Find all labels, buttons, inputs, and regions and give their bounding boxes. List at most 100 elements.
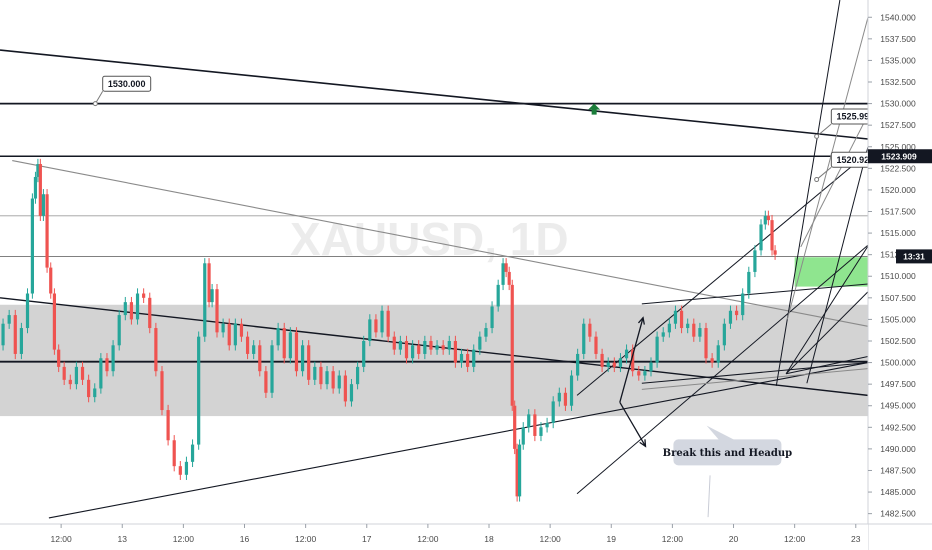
price-tick-label: 1510.000 [880, 271, 916, 281]
candle-body [355, 366, 360, 385]
callout-1530-box[interactable] [102, 75, 152, 92]
candle-body [57, 349, 61, 367]
candle-body [704, 328, 708, 359]
up-arrow-shaft[interactable] [619, 317, 644, 403]
candle-body [770, 220, 774, 251]
channel-lower-trendline[interactable] [576, 244, 869, 495]
candle-body [490, 306, 494, 329]
fan-3-trendline[interactable] [785, 356, 869, 375]
candle-body [184, 461, 189, 475]
candle-body [594, 336, 598, 354]
candle-body [49, 267, 53, 294]
candle-body [588, 323, 592, 337]
candle-body [692, 323, 696, 337]
price-axis[interactable]: 1540.000 1537.500 1535.000 1532.500 1530.000… [867, 0, 932, 550]
candle-body [178, 466, 182, 475]
falling-mid-trendline[interactable] [0, 297, 869, 397]
price-tick-label: 1495.000 [880, 401, 916, 411]
note-box[interactable] [673, 439, 782, 466]
candle-body [62, 366, 66, 380]
price-tick-label: 1537.500 [880, 34, 916, 44]
candle-body [87, 379, 91, 398]
candle-body [33, 176, 38, 199]
price-tick-label: 1515.000 [880, 228, 916, 238]
candle-body [313, 366, 317, 380]
candle-body [527, 414, 531, 428]
wedge-lower-trendline[interactable] [641, 362, 869, 384]
price-tick-label: 1535.000 [880, 55, 916, 65]
candle-body [582, 323, 586, 354]
candle-body [264, 371, 268, 393]
candle-body [300, 345, 305, 372]
callout-1530-anchor [92, 101, 98, 107]
candle-body [759, 224, 763, 251]
countdown-tag [896, 249, 932, 264]
countdown-tag-label: 13:31 [903, 251, 925, 261]
callout-1520-anchor [814, 177, 820, 183]
callout-1525-anchor [814, 133, 820, 139]
candle-body [374, 319, 378, 333]
price-tick-label: 1492.500 [880, 422, 916, 432]
down-arrow-shaft[interactable] [619, 401, 647, 447]
steep-1-trendline[interactable] [775, 0, 841, 386]
candle-body [105, 358, 109, 372]
candle-body [637, 371, 641, 376]
candle-body [466, 353, 470, 367]
time-tick-label: 19 [607, 534, 617, 544]
candle-body [753, 250, 757, 272]
callout-1520-label: 1520.923 [837, 155, 875, 165]
candle-body [734, 310, 739, 316]
candle-body [319, 366, 323, 385]
candle-body [160, 371, 164, 411]
up-arrow-head [637, 316, 645, 325]
price-tick-label: 1505.000 [880, 314, 916, 324]
candle-body [649, 362, 653, 372]
candle-body [624, 349, 629, 359]
watermark: XAUUSD, 1D [290, 213, 569, 265]
candle-body [172, 440, 176, 467]
price-axis-bg [868, 0, 932, 550]
current-price-tag[interactable] [868, 149, 932, 164]
candle-body [197, 336, 201, 445]
candle-body [362, 340, 366, 367]
candle-body [510, 284, 514, 406]
time-tick-label: 12:00 [295, 534, 317, 544]
candle-body [417, 345, 421, 354]
wedge-upper-trendline[interactable] [641, 283, 869, 305]
steep-2-trendline[interactable] [786, 17, 869, 320]
long-downtrend-trendline[interactable] [0, 49, 869, 140]
steep-3-trendline[interactable] [800, 114, 869, 248]
candle-body [513, 405, 517, 449]
candle-body [282, 328, 286, 359]
price-tick-label: 1517.500 [880, 206, 916, 216]
arrows-layer[interactable] [619, 316, 647, 448]
marker-layer [588, 103, 601, 115]
steep-4-trendline[interactable] [806, 146, 869, 384]
falling-upper-trendline[interactable] [12, 160, 869, 327]
candle-body [686, 323, 690, 329]
candle-body [38, 164, 42, 216]
time-axis[interactable]: 12:00 13 12:00 16 12:00 17 12:00 18 12:00 19 12:00… [0, 523, 932, 550]
candle-body [763, 215, 767, 225]
fan-2-trendline[interactable] [785, 291, 869, 375]
candle-body [698, 328, 702, 337]
price-tick-label: 1527.500 [880, 120, 916, 130]
callout-1525-leader [816, 123, 832, 137]
candle-body [221, 323, 225, 333]
candle-body [41, 194, 45, 216]
fan-1-trendline[interactable] [785, 245, 869, 375]
time-tick-label: 16 [240, 534, 250, 544]
note-layer[interactable]: Break this and Headup [663, 425, 793, 518]
price-tick-label: 1502.500 [880, 336, 916, 346]
rising-long-trendline[interactable] [48, 362, 869, 519]
candle-body [710, 358, 714, 363]
wedge-lower-grey-trendline[interactable] [641, 368, 869, 390]
candle-body [631, 349, 635, 372]
candle-body [606, 362, 610, 367]
candle-body [270, 345, 274, 393]
candle-body [472, 349, 476, 367]
candle-body [533, 414, 537, 436]
callouts-layer[interactable]: 1530.000 1525.996 1520.923 [92, 75, 880, 183]
candle-body [441, 345, 445, 350]
